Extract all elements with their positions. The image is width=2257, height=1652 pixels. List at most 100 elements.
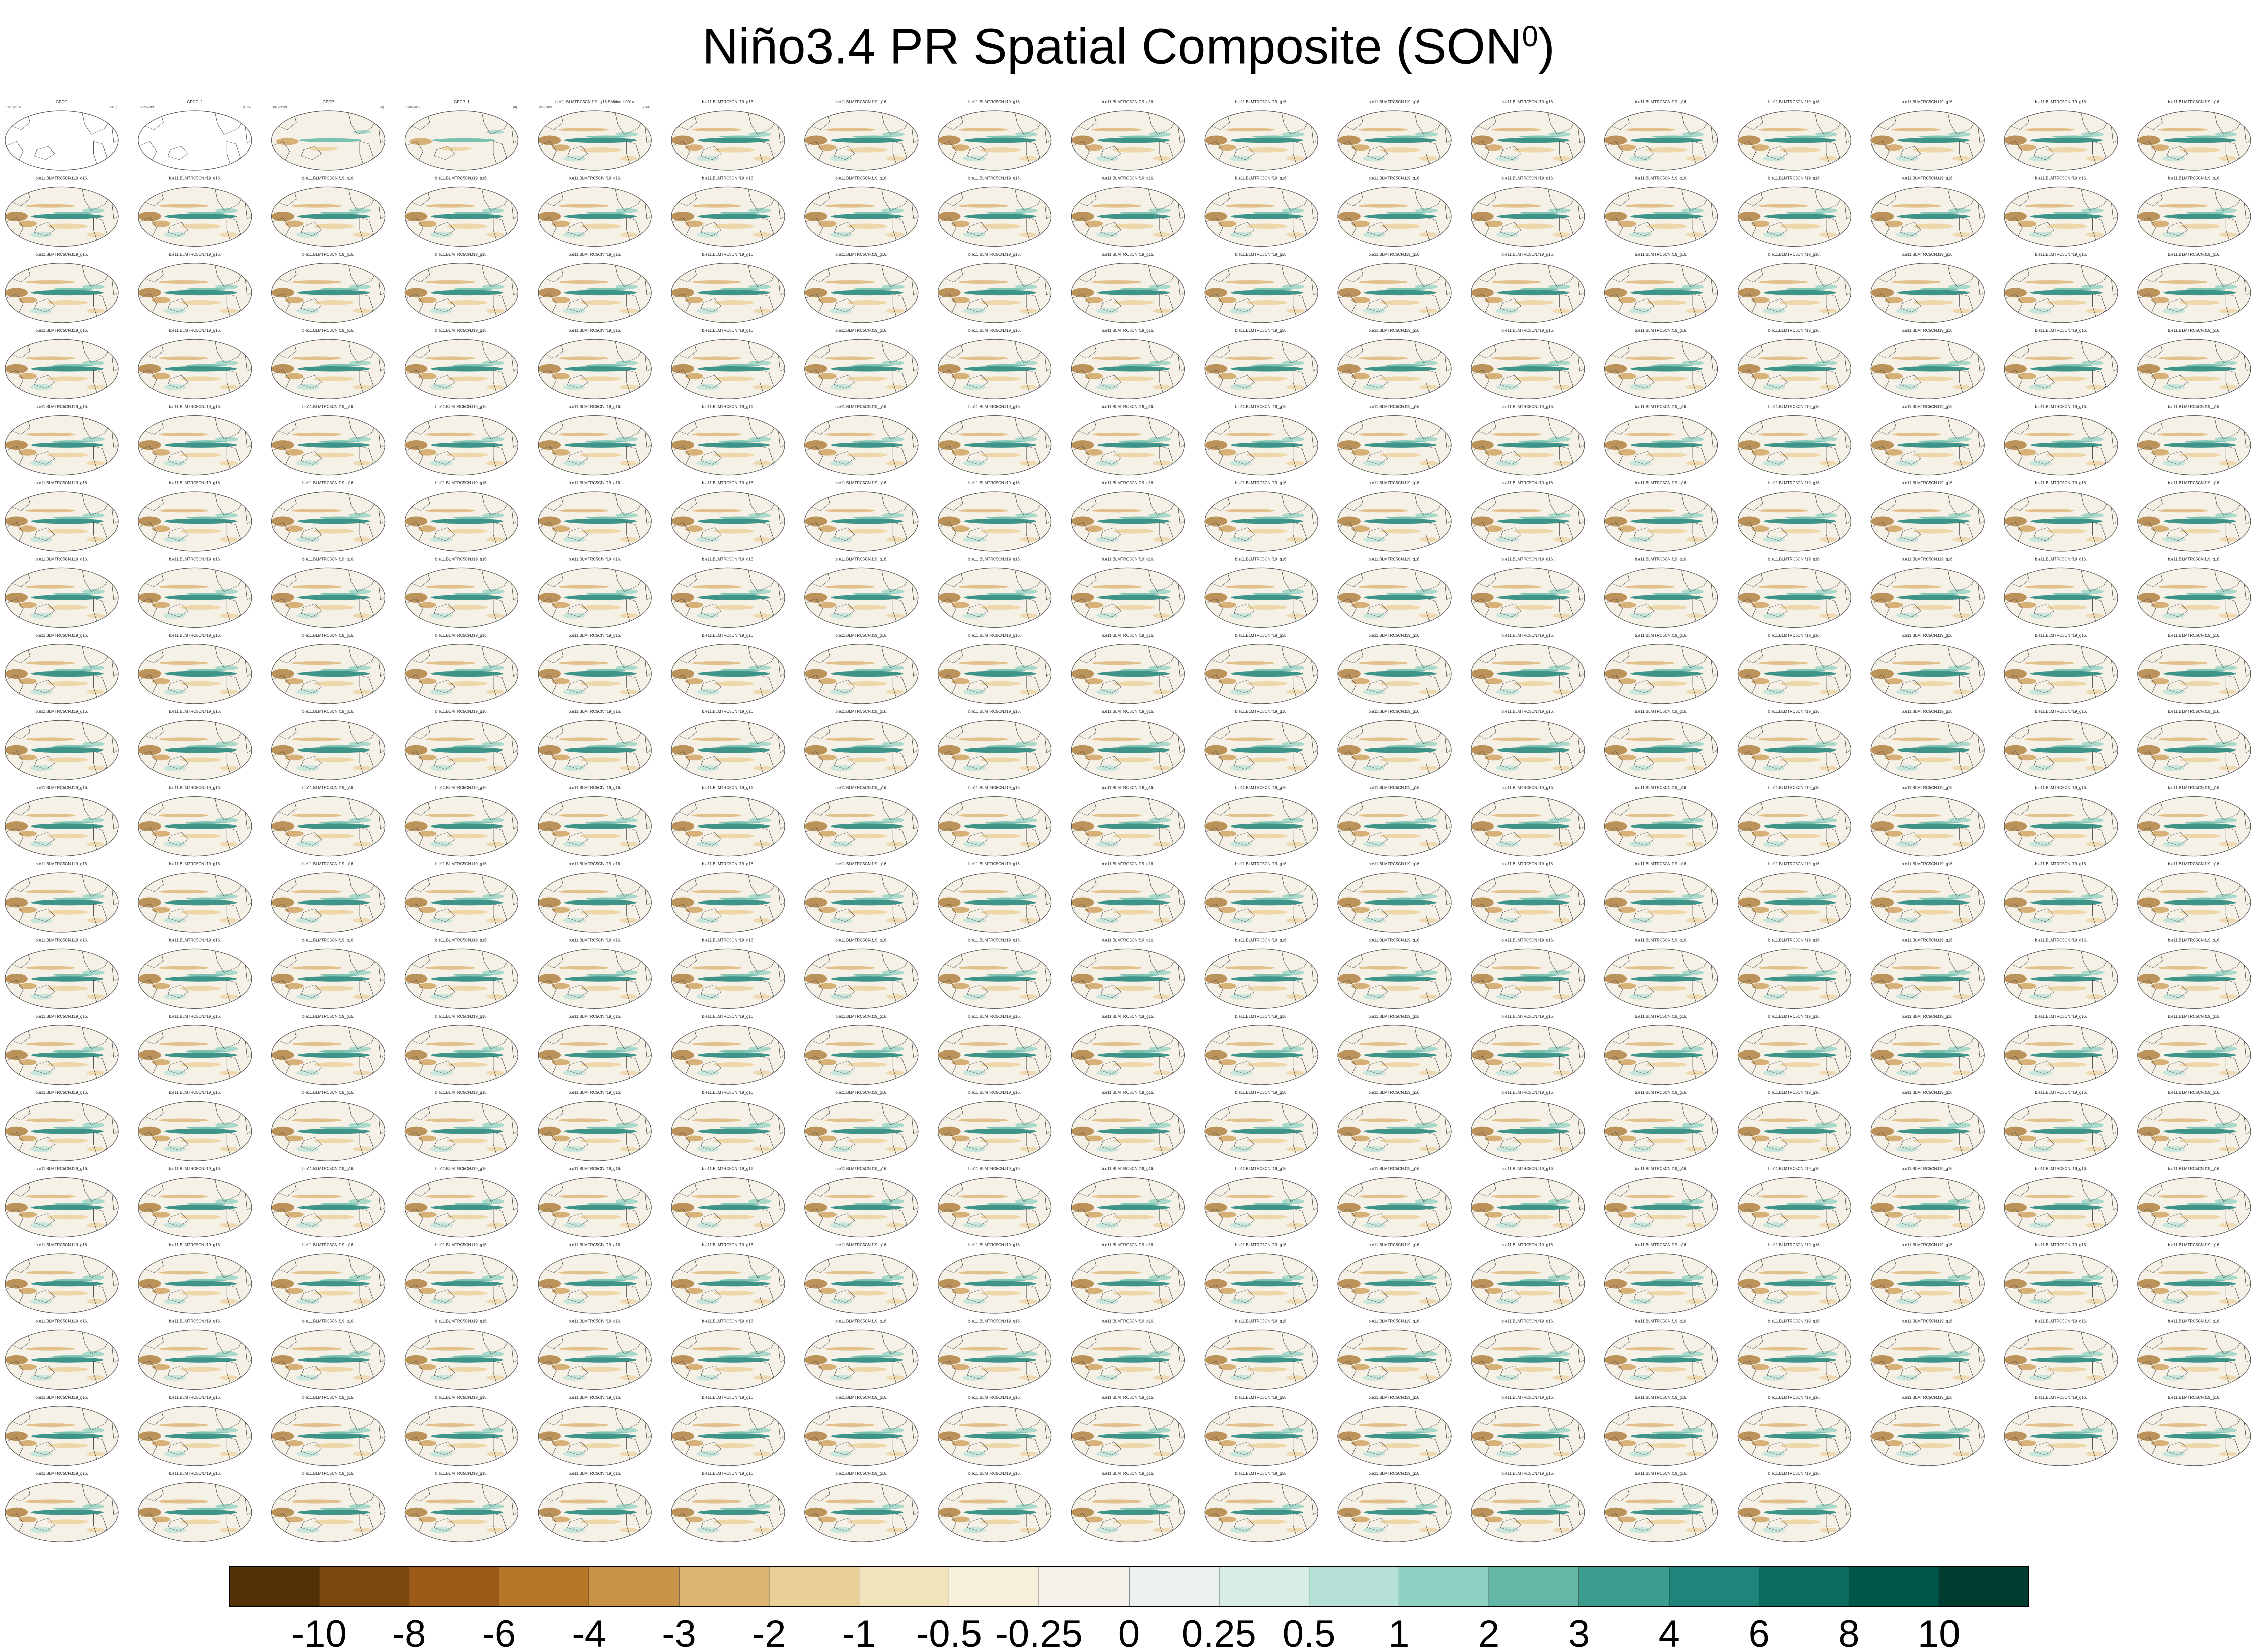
map-panel: b.e11.BLMTRC5CN.f19_g16.	[2137, 252, 2251, 323]
map-panel: b.e11.BLMTRC5CN.f19_g16.	[404, 1090, 519, 1161]
panel-title: b.e11.BLMTRC5CN.f19_g16.	[169, 1395, 221, 1400]
map-panel: b.e11.BLMTRC5CN.f19_g16.	[937, 328, 1052, 399]
panel-title: b.e11.BLMTRC5CN.f19_g16.	[2168, 938, 2220, 942]
map-panel: GPCC 1901-2019 (1/15)	[5, 100, 119, 171]
map-panel: b.e11.BLMTRC5CN.f19_g16.	[804, 1014, 919, 1085]
map-outline	[1471, 1025, 1585, 1085]
map-panel: b.e11.BLMTRC5CN.f19_g16.	[1071, 1395, 1185, 1466]
map-outline	[1737, 110, 1851, 171]
map-panel: b.e11.BLMTRC5CN.f19_g16.	[404, 405, 519, 476]
map-panel: b.e11.BLMTRC5CN.f19_g16.	[804, 176, 919, 247]
map-outline	[1604, 1329, 1718, 1390]
colorbar-tick-label: -6	[482, 1613, 516, 1652]
panel-title: b.e11.BLMTRC5CN.f19_g16.	[835, 1167, 887, 1171]
map-panel: b.e11.BLMTRC5CN.f19_g16.	[2137, 1090, 2251, 1161]
map-outline	[804, 263, 919, 323]
map-outline	[5, 1025, 119, 1085]
map-panel: b.e11.BLMTRC5CN.f19_g16.	[1604, 100, 1718, 171]
map-outline	[404, 339, 519, 399]
map-panel: b.e11.BLMTRC5CN.f19_g16.	[271, 862, 386, 933]
map-panel: b.e11.BLMTRC5CN.f19_g16.	[538, 481, 652, 552]
panel-count: (1/15)	[109, 106, 117, 109]
panel-title: b.e11.BLMTRC5CN.f19_g16.	[302, 557, 354, 561]
panel-title: b.e11.BLMTRC5CN.f19_g16.	[302, 709, 354, 714]
map-panel: b.e11.BLMTRC5CN.f19_g16.	[1071, 1243, 1185, 1314]
map-panel: b.e11.BLMTRC5CN.f19_g16.	[804, 481, 919, 552]
panel-title: b.e11.BLMTRC5CN.f19_g16.	[1902, 481, 1954, 485]
title-close: )	[1538, 18, 1555, 75]
map-outline	[671, 1406, 785, 1466]
map-panel: GPCP 1979-2019 (8)	[271, 100, 386, 171]
map-panel: b.e11.BLMTRC5CN.f19_g16.	[404, 938, 519, 1009]
panel-title: b.e11.BLMTRC5CN.f19_g16.	[1635, 938, 1687, 942]
map-outline	[5, 1177, 119, 1238]
map-panel: b.e11.BLMTRC5CN.f19_g16.	[138, 1167, 252, 1238]
panel-title: b.e11.BLMTRC5CN.f19_g16.	[36, 938, 88, 942]
map-outline	[804, 1253, 919, 1314]
map-outline	[1204, 1101, 1318, 1161]
map-outline	[1071, 948, 1185, 1009]
map-panel: b.e11.BLMTRC5CN.f19_g16.	[138, 1319, 252, 1390]
panel-title: b.e11.BLMTRC5CN.f19_g16.	[1235, 862, 1288, 866]
panel-title: b.e11.BLMTRC5CN.f19_g16.	[1902, 328, 1954, 333]
panel-count: (8)	[380, 106, 384, 109]
map-panel: b.e11.BLMTRC5CN.f19_g16.	[404, 252, 519, 323]
panel-title: b.e11.BLMTRC5CN.f19_g16.	[968, 786, 1021, 790]
colorbar-swatch	[1398, 1566, 1490, 1607]
panel-title: b.e11.BLMTRC5CN.f19_g16.	[1635, 862, 1687, 866]
panel-title: b.e11.BLMTRC5CN.f19_g16.	[169, 405, 221, 409]
panel-title: b.e11.BLMTRC5CN.f19_g16.	[569, 557, 621, 561]
colorbar-swatch	[1219, 1566, 1310, 1607]
map-outline	[1870, 1025, 1985, 1085]
map-panel: b.e11.BLMTRC5CN.f19_g16.	[2004, 100, 2118, 171]
map-panel: b.e11.BLMTRC5CN.f19_g16.	[1870, 328, 1985, 399]
panel-title: b.e11.BLMTRC5CN.f19_g16.	[169, 1014, 221, 1019]
map-outline	[271, 948, 386, 1009]
map-panel: b.e11.BLMTRC5CN.f19_g16.	[1471, 1167, 1585, 1238]
colorbar-tick-label: 0.5	[1283, 1613, 1336, 1652]
map-panel: b.e11.BLMTRC5CN.f19_g16.	[1870, 100, 1985, 171]
map-outline	[2137, 1329, 2251, 1390]
map-panel: b.e11.BLMTRC5CN.f19_g16.	[671, 557, 785, 628]
map-panel: b.e11.BLMTRC5CN.f19_g16.	[404, 862, 519, 933]
map-panel: b.e11.BLMTRC5CN.f19_g16.	[1737, 1395, 1851, 1466]
map-outline	[5, 1329, 119, 1390]
panel-title: b.e11.BLMTRC5CN.f19_g16.	[169, 252, 221, 257]
map-outline	[671, 1025, 785, 1085]
panel-title: b.e11.BLMTRC5CN.f19_g16.	[2035, 862, 2087, 866]
colorbar-swatch	[859, 1566, 950, 1607]
map-outline	[5, 1482, 119, 1542]
panel-title: b.e11.BLMTRC5CN.f19_g16.	[2168, 176, 2220, 180]
panel-title: b.e11.BLMTRC5CN.f19_g16.	[1369, 786, 1421, 790]
map-outline	[804, 1406, 919, 1466]
panel-title: b.e11.BLMTRC5CN.f19_g16.	[702, 328, 755, 333]
panel-title: b.e11.BLMTRC5CN.f19_g16.	[702, 1167, 755, 1171]
map-panel: b.e11.BLMTRC5CN.f19_g16.	[1071, 1014, 1185, 1085]
panel-title: b.e11.BLMTRC5CN.f19_g16.	[36, 1090, 88, 1095]
panel-title: b.e11.BLMTRC5CN.f19_g16.	[835, 938, 887, 942]
map-panel: b.e11.BLMTRC5CN.f19_g16.	[1471, 100, 1585, 171]
panel-title: b.e11.BLMTRC5CN.f19_g16.	[1768, 862, 1821, 866]
colorbar-tick-label: 0	[1118, 1613, 1140, 1652]
map-outline	[1071, 1482, 1185, 1542]
map-panel: b.e11.BLMTRC5CN.f19_g16.	[271, 1471, 386, 1542]
panel-title: b.e11.BLMTRC5CN.f19_g16.	[1102, 633, 1154, 638]
panel-title: b.e11.BLMTRC5CN.f19_g16.	[435, 709, 488, 714]
map-panel: b.e11.BLMTRC5CN.f19_g16.	[538, 1243, 652, 1314]
panel-title: b.e11.BLMTRC5CN.f19_g16.	[1902, 709, 1954, 714]
colorbar-swatch	[588, 1566, 680, 1607]
map-outline	[671, 644, 785, 704]
map-outline	[1204, 339, 1318, 399]
map-outline	[138, 1253, 252, 1314]
map-outline	[1071, 263, 1185, 323]
map-outline	[271, 720, 386, 780]
map-panel: b.e11.BLMTRC5CN.f19_g16.	[538, 938, 652, 1009]
panel-title: b.e11.BLMTRC5CN.f19_g16.	[1768, 1167, 1821, 1171]
panel-title: b.e11.BLMTRC5CN.f19_g16.	[1635, 1471, 1687, 1476]
map-outline	[1737, 567, 1851, 628]
map-outline	[2004, 110, 2118, 171]
map-outline	[138, 1329, 252, 1390]
title-text: Niño3.4 PR Spatial Composite (SON	[702, 18, 1522, 75]
map-panel: b.e11.BLMTRC5CN.f19_g16.	[404, 1395, 519, 1466]
colorbar-tick-label: -3	[662, 1613, 696, 1652]
